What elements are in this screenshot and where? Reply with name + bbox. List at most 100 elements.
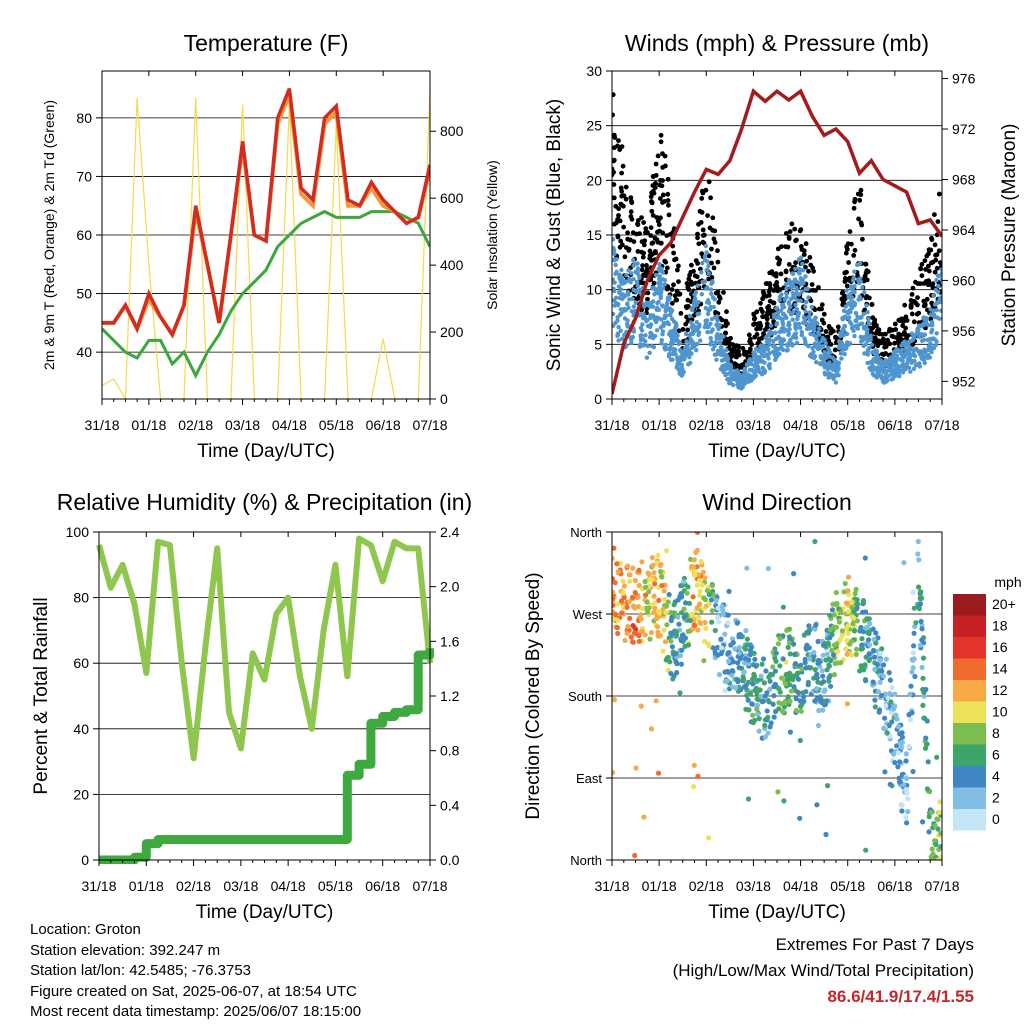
gust-point (669, 300, 675, 306)
gust-point (639, 249, 644, 255)
x-tick-label: 31/18 (81, 878, 116, 894)
direction-point (937, 799, 942, 805)
direction-point (618, 560, 624, 566)
gust-point (767, 282, 773, 288)
direction-point (654, 615, 660, 622)
direction-point (614, 561, 620, 567)
direction-point (753, 663, 759, 669)
wind-point (677, 361, 682, 367)
wind-point (780, 321, 786, 326)
wind-point (873, 350, 878, 355)
gust-point (716, 294, 722, 299)
direction-point (780, 656, 786, 662)
direction-point (843, 600, 849, 606)
direction-point (849, 599, 855, 605)
wind-point (670, 347, 675, 352)
direction-point (776, 706, 782, 712)
wind-point (752, 372, 757, 378)
direction-point (921, 693, 927, 699)
gust-point (880, 336, 886, 342)
direction-point (812, 538, 818, 545)
direction-point (673, 632, 680, 639)
wind-point (774, 321, 780, 326)
direction-point (918, 589, 924, 595)
wind-point (793, 325, 799, 330)
wind-point (762, 360, 767, 365)
gust-point (926, 278, 932, 284)
x-tick-label: 06/18 (877, 417, 912, 433)
wind-point (794, 287, 799, 292)
wind-point (680, 367, 685, 372)
gust-point (934, 265, 940, 271)
direction-point (938, 844, 942, 850)
wind-point (654, 328, 660, 333)
gust-point (764, 321, 770, 327)
location-text: Location: Groton (30, 921, 141, 938)
wind-point (865, 360, 870, 366)
wind-point (715, 323, 720, 329)
direction-point (864, 624, 871, 631)
x-axis-label: Time (Day/UTC) (197, 441, 335, 462)
wind-point (629, 340, 634, 345)
gust-point (616, 138, 621, 144)
direction-point (697, 577, 703, 584)
x-tick-label: 04/18 (272, 417, 307, 433)
extremes-box: Extremes For Past 7 Days (High/Low/Max W… (673, 932, 974, 1010)
wind-point (860, 285, 865, 290)
direction-point (767, 672, 773, 678)
gust-point (833, 334, 838, 340)
direction-point (644, 599, 650, 605)
gust-point (786, 262, 792, 267)
wind-point (929, 330, 934, 335)
direction-point (627, 615, 633, 622)
direction-point (838, 660, 844, 666)
wind-point (659, 341, 664, 346)
direction-point (829, 607, 836, 613)
wind-point (612, 286, 616, 291)
gust-point (645, 296, 650, 302)
direction-point (924, 786, 931, 792)
x-tick-label: 02/18 (178, 417, 213, 433)
wind-point (800, 261, 805, 266)
direction-point (795, 676, 802, 682)
direction-point (921, 715, 927, 721)
direction-point (791, 641, 797, 647)
direction-point (649, 555, 656, 561)
y-tick-label: 10 (586, 282, 602, 298)
wind-point (817, 326, 822, 331)
station-info: Location: Groton Station elevation: 392.… (30, 920, 361, 1023)
direction-point (910, 589, 916, 595)
wind-point (766, 347, 771, 352)
wind-point (851, 300, 856, 305)
direction-point (702, 597, 709, 603)
direction-point (624, 630, 630, 637)
wind-point (880, 379, 886, 384)
gust-point (842, 270, 848, 276)
direction-point (645, 570, 651, 576)
gust-point (703, 187, 709, 193)
direction-point (706, 601, 712, 607)
wind-point (618, 328, 623, 333)
wind-point (809, 354, 814, 360)
wind-point (876, 371, 881, 377)
direction-point (718, 636, 724, 642)
direction-point (715, 652, 721, 658)
direction-point (724, 678, 731, 684)
gust-point (832, 347, 838, 353)
direction-point (646, 589, 652, 595)
direction-point (750, 712, 756, 718)
direction-point (817, 659, 823, 665)
y2-tick-label: 1.6 (440, 633, 460, 649)
wind-point (917, 361, 922, 366)
gust-point (929, 237, 935, 243)
direction-point (621, 595, 627, 601)
wind-point (714, 335, 720, 340)
direction-point (932, 838, 938, 844)
wind-point (681, 349, 686, 354)
wind-point (708, 342, 713, 347)
wind-point (934, 307, 939, 313)
direction-point (897, 759, 903, 765)
gust-point (908, 303, 914, 309)
gust-point (715, 259, 721, 265)
x-tick-label: 01/18 (642, 417, 677, 433)
